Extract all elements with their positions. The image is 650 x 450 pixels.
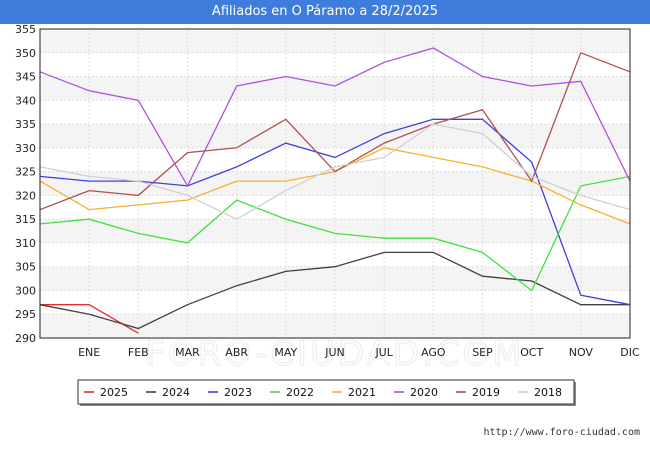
legend-label-2019: 2019	[472, 386, 500, 399]
series-line-2022	[39, 175, 631, 292]
x-tick-label: NOV	[569, 346, 594, 359]
legend-label-2023: 2023	[224, 386, 252, 399]
plot-border	[39, 28, 631, 339]
x-tick-label: AGO	[421, 346, 446, 359]
x-tick-label: DIC	[620, 346, 640, 359]
y-tick-label: 330	[15, 142, 36, 155]
x-tick-label: MAY	[274, 346, 297, 359]
series-line-2019	[39, 51, 631, 211]
x-tick-label: JUN	[324, 346, 345, 359]
plot-band	[40, 124, 630, 148]
legend: 2025 2024 2023 2022 2021 2020 2019 2018	[77, 379, 576, 406]
source-url[interactable]: http://www.foro-ciudad.com	[483, 427, 640, 438]
series-line-2024	[39, 251, 630, 330]
plot-background	[40, 29, 630, 338]
x-tick-label: SEP	[472, 346, 493, 359]
x-tick-label: ABR	[225, 346, 248, 359]
chart-title: Afiliados en O Páramo a 28/2/2025	[0, 0, 650, 24]
x-tick-label: FEB	[128, 346, 149, 359]
x-tick-label: MAR	[175, 346, 200, 359]
watermark: FORO-CIUDAD.COM	[145, 334, 524, 374]
x-axis: ENE FEB MAR ABR MAY JUN JUL AGO SEP OCT NOV DIC	[78, 346, 640, 359]
legend-box	[77, 379, 575, 405]
y-tick-label: 320	[15, 189, 36, 202]
y-tick-label: 345	[15, 71, 36, 84]
x-tick-label: JUL	[374, 346, 393, 359]
legend-label-2025: 2025	[100, 386, 128, 399]
y-tick-label: 300	[15, 284, 36, 297]
y-tick-label: 355	[15, 23, 36, 36]
plot-band	[40, 76, 630, 101]
x-tick-label: OCT	[520, 346, 543, 359]
y-tick-label: 310	[15, 237, 36, 250]
series-line-2020	[39, 47, 631, 188]
legend-label-2024: 2024	[162, 386, 190, 399]
legend-label-2021: 2021	[348, 386, 376, 399]
y-axis: 290 295 300 305 310 315 320 325 330 335 340 345 350 3…	[15, 23, 36, 345]
plot-frame	[39, 28, 631, 339]
legend-label-2022: 2022	[286, 386, 314, 399]
series-lines	[39, 47, 631, 334]
legend-label-2018: 2018	[534, 386, 562, 399]
y-tick-label: 335	[15, 118, 36, 131]
plot-band	[40, 171, 630, 196]
y-tick-label: 350	[15, 47, 36, 60]
y-tick-label: 305	[15, 261, 36, 274]
y-tick-label: 340	[15, 94, 36, 107]
y-tick-label: 290	[15, 332, 36, 345]
legend-label-2020: 2020	[410, 386, 438, 399]
y-tick-label: 295	[15, 308, 36, 321]
y-tick-label: 325	[15, 166, 36, 179]
y-tick-label: 315	[15, 213, 36, 226]
series-line-2018	[39, 123, 631, 220]
x-tick-label: ENE	[78, 346, 100, 359]
